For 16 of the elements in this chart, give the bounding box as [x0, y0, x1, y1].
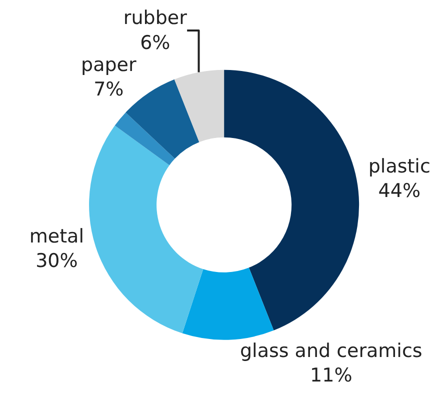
slice-label: rubber [123, 7, 188, 30]
donut-slice [182, 268, 274, 340]
data-label: 7% [94, 78, 124, 101]
slice-label: metal [29, 225, 84, 248]
donut-slice [89, 126, 204, 334]
donut-slice [224, 70, 359, 330]
data-label: 11% [310, 364, 352, 387]
data-label: 6% [140, 32, 170, 54]
donut-slice [126, 79, 200, 159]
slice-label: paper [81, 54, 136, 76]
slice-label: glass and ceramics [240, 340, 422, 362]
data-label: 30% [36, 250, 78, 272]
donut-slice [114, 112, 175, 166]
donut-slice [174, 70, 224, 142]
data-label: 44% [378, 180, 421, 202]
slice-label: plastic [368, 155, 430, 178]
